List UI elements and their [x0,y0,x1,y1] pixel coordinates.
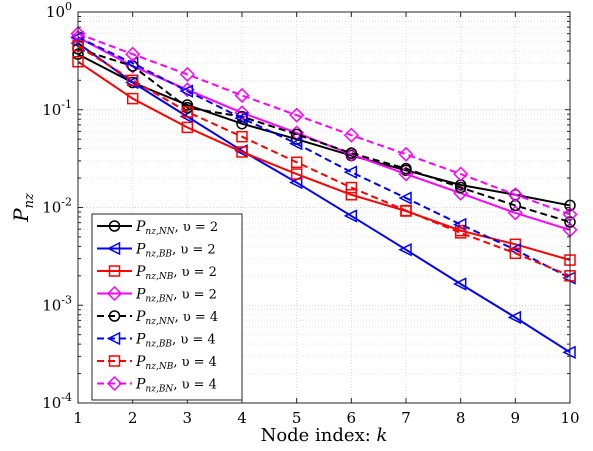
marker-square [290,168,303,180]
marker-circle [454,181,467,194]
legend-label: Pnz,NB, υ = 2 [135,264,217,282]
legend-label: Pnz,BN, υ = 2 [135,287,217,305]
plot-series [70,26,578,360]
marker-triangle-left [106,241,121,256]
marker-triangle-left [288,136,303,151]
series-line [77,47,571,223]
marker-square [454,227,467,239]
marker-diamond [343,127,359,143]
marker-square [108,355,121,367]
marker-square [126,74,139,87]
legend: Pnz,NN, υ = 2 Pnz,BB, υ = 2 Pnz,NB, υ = 2 P… [91,213,243,401]
x-tick-label: 10 [560,409,579,427]
x-axis-label: Node index: k [261,425,388,446]
marker-triangle-left [179,84,194,98]
marker-triangle-left [106,331,121,346]
y-tick-label: 10-2 [42,196,72,217]
marker-diamond [234,87,250,104]
marker-diamond [179,66,195,82]
y-tick-label: 10-3 [42,293,72,314]
y-tick-label: 10-1 [42,98,72,119]
marker-square [345,181,358,194]
x-tick-label: 7 [401,409,411,427]
marker-diamond [507,187,523,203]
marker-diamond [106,375,123,392]
marker-diamond [106,285,123,302]
marker-triangle-left [452,277,467,291]
marker-square [236,130,248,143]
series-line [77,36,571,279]
series-line [77,45,571,277]
marker-diamond [453,166,469,182]
legend-item: Pnz,NN, υ = 2 [97,219,218,237]
legend-label: Pnz,NN, υ = 2 [135,219,218,237]
marker-circle [108,310,121,322]
marker-triangle-left [288,175,303,190]
marker-diamond [398,146,414,162]
marker-square [236,146,248,158]
marker-diamond [289,107,305,123]
marker-circle [290,128,303,141]
x-tick-label: 3 [183,409,193,427]
marker-circle [108,220,121,232]
marker-circle [345,147,358,159]
x-tick-label: 6 [347,409,357,427]
marker-triangle-left [507,310,522,325]
marker-triangle-left [343,165,358,179]
marker-square [181,106,194,118]
marker-diamond [507,205,523,221]
marker-square [345,189,358,201]
legend-item: Pnz,BN, υ = 2 [97,285,217,305]
y-tick-labels: 10-4 10-3 10-2 10-1 100 [42,0,72,412]
legend-label: Pnz,BN, υ = 4 [135,377,217,395]
legend-item: Pnz,BN, υ = 4 [97,375,217,395]
x-tick-label: 2 [128,409,138,427]
marker-diamond [234,105,250,121]
marker-circle [400,162,412,175]
legend-label: Pnz,NN, υ = 4 [135,309,218,327]
marker-triangle-left [398,242,412,257]
legend-item: Pnz,NN, υ = 4 [97,309,218,327]
y-tick-label: 10-4 [42,391,72,412]
x-tick-label: 8 [456,409,466,427]
marker-square [108,265,121,277]
legend-box [91,213,243,401]
legend-item: Pnz,NB, υ = 2 [97,264,217,282]
marker-square [126,92,139,105]
legend-label: Pnz,NB, υ = 4 [135,354,217,372]
marker-triangle-left [343,209,358,223]
x-tick-labels: 1 2 3 4 5 6 7 8 9 10 [73,409,579,427]
x-tick-label: 9 [511,409,521,427]
y-tick-label: 100 [46,0,72,21]
marker-triangle-left [234,111,248,125]
x-tick-label: 1 [73,409,83,427]
legend-item: Pnz,NB, υ = 4 [97,354,217,372]
series-line [77,42,571,354]
marker-square [181,121,194,134]
marker-square [290,156,303,169]
legend-label: Pnz,BB, υ = 4 [135,332,216,350]
legend-item: Pnz,BB, υ = 4 [97,332,216,350]
marker-square [509,247,522,260]
y-axis-label: Pnz [9,193,37,223]
marker-square [400,204,412,217]
legend-label: Pnz,BB, υ = 2 [135,242,216,260]
marker-diamond [125,46,141,62]
series-line [77,53,571,207]
x-tick-label: 4 [237,409,247,427]
marker-triangle-left [398,191,412,205]
x-tick-label: 5 [292,409,302,427]
legend-item: Pnz,BB, υ = 2 [97,242,216,260]
